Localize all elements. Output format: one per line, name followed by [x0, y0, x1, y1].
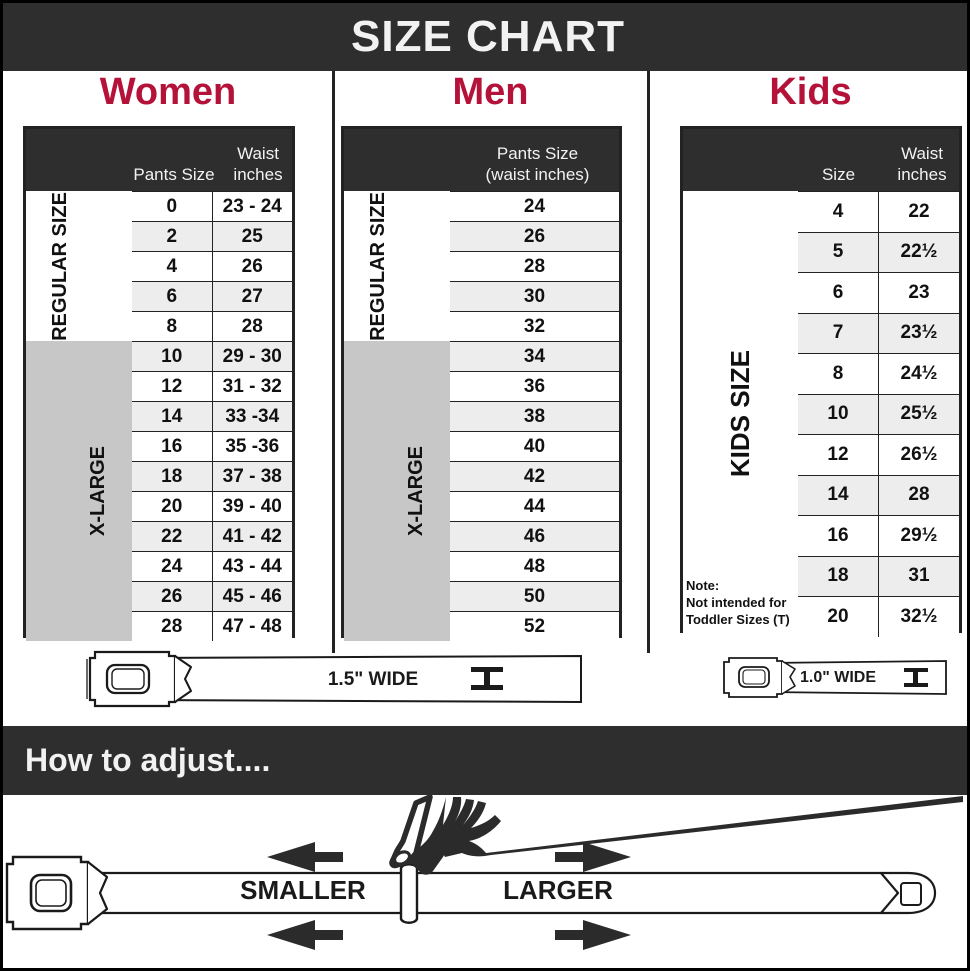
- svg-text:SMALLER: SMALLER: [240, 875, 366, 905]
- svg-text:1.0" WIDE: 1.0" WIDE: [800, 669, 876, 686]
- svg-text:LARGER: LARGER: [503, 875, 613, 905]
- svg-text:1.5" WIDE: 1.5" WIDE: [328, 669, 418, 690]
